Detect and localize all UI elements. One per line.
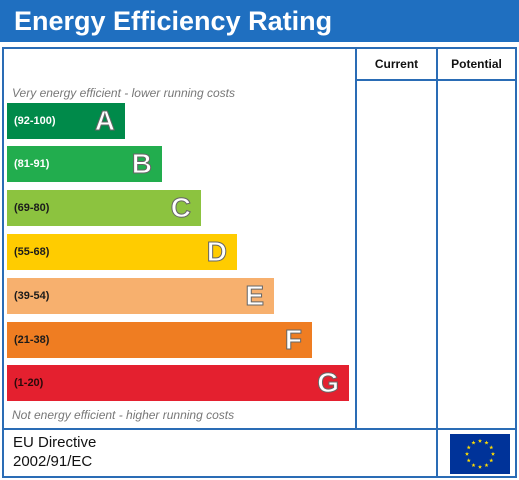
band-f-letter: F (284, 324, 302, 356)
band-a-letter: A (94, 105, 115, 137)
band-c-letter: C (170, 192, 191, 224)
band-b: (81-91) B (7, 146, 162, 182)
eu-star-4 (490, 451, 496, 456)
eu-star-6 (484, 463, 489, 468)
column-divider-current (355, 49, 357, 430)
band-a: (92-100) A (7, 103, 125, 139)
band-d-letter: D (206, 236, 227, 268)
band-e: (39-54) E (7, 278, 274, 314)
band-g-range: (1-20) (14, 377, 44, 389)
eu-star-2 (484, 440, 489, 445)
eu-star-10 (464, 451, 470, 456)
potential-column-header: Potential (451, 57, 502, 71)
eu-directive-line1: EU Directive (13, 434, 97, 451)
efficient-caption: Very energy efficient - lower running co… (12, 86, 235, 100)
header-divider (355, 79, 515, 81)
chart-title: Energy Efficiency Rating (0, 0, 519, 42)
eu-directive-text: EU Directive 2002/91/EC (13, 433, 96, 471)
band-g-letter: G (317, 367, 340, 399)
band-c: (69-80) C (7, 190, 201, 226)
eu-star-1 (477, 438, 483, 443)
eu-directive-line2: 2002/91/EC (13, 453, 93, 470)
inefficient-caption: Not energy efficient - higher running co… (12, 408, 235, 422)
band-g: (1-20) G (7, 365, 349, 401)
footer-divider (4, 428, 515, 430)
eu-star-11 (466, 445, 471, 450)
eu-star-9 (466, 458, 471, 463)
current-column-header: Current (374, 57, 419, 71)
band-d-range: (55-68) (14, 246, 50, 258)
band-f-range: (21-38) (14, 334, 50, 346)
eu-flag-icon (450, 434, 510, 474)
eu-star-3 (489, 445, 494, 450)
band-e-letter: E (245, 280, 265, 312)
band-a-range: (92-100) (14, 115, 56, 127)
band-c-range: (69-80) (14, 202, 50, 214)
rating-table: Current Potential Very energy efficient … (2, 47, 517, 478)
eu-star-12 (471, 440, 476, 445)
band-f: (21-38) F (7, 322, 312, 358)
column-divider-potential (436, 49, 438, 476)
band-e-range: (39-54) (14, 290, 50, 302)
eu-star-7 (477, 464, 483, 469)
eu-star-5 (489, 458, 494, 463)
band-b-range: (81-91) (14, 158, 50, 170)
eu-flag-stars (464, 438, 496, 469)
eu-star-8 (471, 463, 476, 468)
band-b-letter: B (131, 148, 152, 180)
band-d: (55-68) D (7, 234, 237, 270)
